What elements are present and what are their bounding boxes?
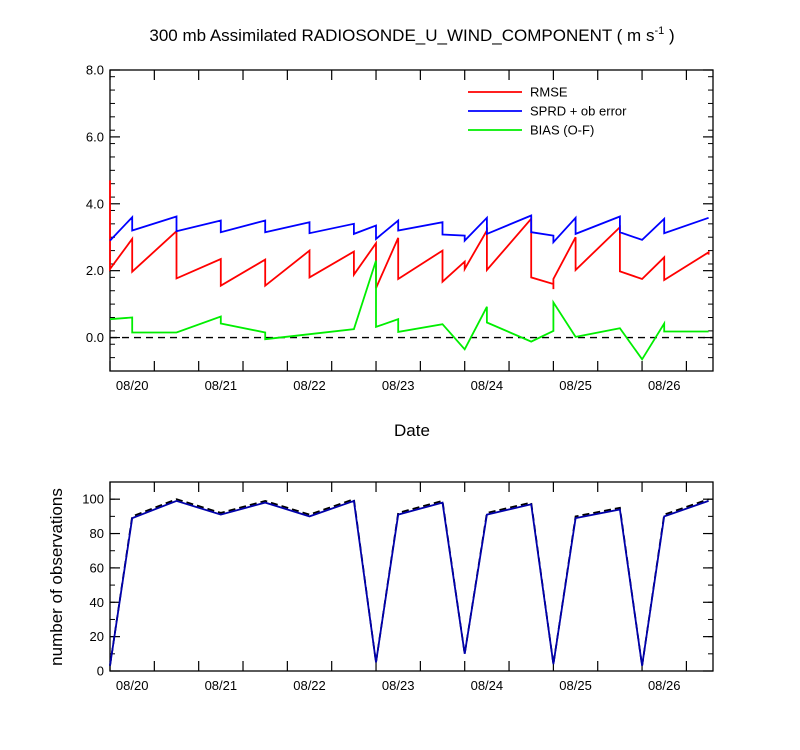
y-tick-label: 100	[82, 492, 104, 507]
x-tick-label: 08/25	[559, 378, 592, 393]
x-tick-label: 08/22	[293, 378, 326, 393]
y-tick-label: 60	[90, 560, 104, 575]
chart-title: 300 mb Assimilated RADIOSONDE_U_WIND_COM…	[149, 25, 674, 45]
series-line-bias-o-f	[109, 260, 709, 361]
x-tick-label: 08/22	[293, 678, 326, 693]
y-tick-label: 0.0	[86, 330, 104, 345]
series-line-assimilated	[109, 499, 709, 666]
x-tick-label: 08/20	[116, 378, 149, 393]
x-tick-label: 08/20	[116, 678, 149, 693]
x-tick-label: 08/23	[382, 678, 415, 693]
y-tick-label: 8.0	[86, 63, 104, 78]
legend: RMSE SPRD + ob error BIAS (O-F)	[468, 85, 627, 138]
legend-label: BIAS (O-F)	[530, 123, 594, 138]
x-tick-label: 08/21	[205, 378, 238, 393]
x-tick-label: 08/25	[559, 678, 592, 693]
y-tick-label: 4.0	[86, 196, 104, 211]
y-tick-label: 0	[97, 664, 104, 679]
x-tick-label: 08/24	[471, 678, 504, 693]
x-tick-label: 08/26	[648, 378, 681, 393]
plot-frame	[109, 481, 714, 672]
y-tick-label: 80	[90, 526, 104, 541]
x-tick-label: 08/21	[205, 678, 238, 693]
y-axis-title-observations: number of observations	[47, 488, 66, 666]
legend-label: RMSE	[530, 85, 568, 100]
series-line-sprd-ob-error	[109, 214, 709, 245]
x-tick-label: 08/26	[648, 678, 681, 693]
bottom-plot: 0 20 40 60 80 100 08/20 08/21 08/22 08/23 08/24 08/…	[82, 481, 714, 693]
y-tick-label: 2.0	[86, 263, 104, 278]
x-tick-label: 08/24	[471, 378, 504, 393]
x-tick-label: 08/23	[382, 378, 415, 393]
y-tick-label: 20	[90, 629, 104, 644]
series-line-possible	[109, 497, 709, 666]
x-axis-title: Date	[394, 421, 430, 440]
legend-label: SPRD + ob error	[530, 104, 627, 119]
series-line-rmse	[109, 180, 710, 290]
y-tick-label: 40	[90, 595, 104, 610]
top-plot: 0.0 2.0 4.0 6.0 8.0 08/20 08/21 08/22 08/23 08/24…	[86, 63, 714, 393]
y-tick-label: 6.0	[86, 129, 104, 144]
